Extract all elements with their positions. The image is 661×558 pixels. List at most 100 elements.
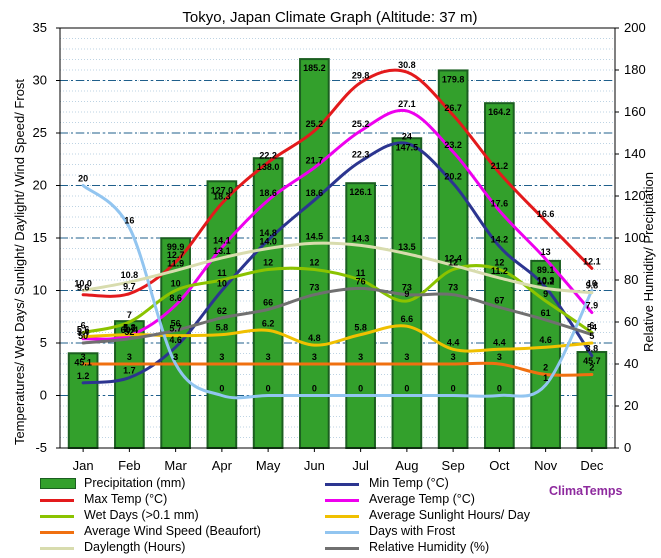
line-data-label: 24 (402, 132, 412, 142)
bar-data-label: 45.7 (583, 356, 601, 366)
y-axis-label-right: Relative Humidity/ Precipitation (641, 172, 656, 352)
bar-data-label: 89.1 (537, 265, 555, 275)
line-data-label: 5.7 (123, 324, 136, 334)
legend-label: Average Temp (°C) (369, 492, 475, 506)
line-data-label: 0 (404, 384, 409, 394)
bar-data-label: 127.0 (211, 185, 234, 195)
x-tick-label: Apr (212, 458, 233, 473)
x-tick-label: Mar (164, 458, 187, 473)
y-tick-label-right: 60 (624, 314, 638, 329)
line-data-label: 73 (309, 283, 319, 293)
line-data-label: 5.4 (77, 327, 90, 337)
x-tick-label: Jan (73, 458, 94, 473)
line-data-label: 67 (494, 295, 504, 305)
line-data-label: 14.0 (259, 237, 277, 247)
line-data-label: 27.1 (398, 99, 416, 109)
x-tick-label: Nov (534, 458, 558, 473)
legend-swatch-frost (325, 531, 359, 534)
line-data-label: 4.6 (539, 335, 552, 345)
line-data-label: 5.6 (77, 325, 90, 335)
y-tick-label-right: 160 (624, 104, 646, 119)
line-data-label: 22.2 (259, 150, 277, 160)
y-tick-label-right: 0 (624, 440, 631, 455)
line-data-label: 5.8 (123, 323, 136, 333)
line-data-label: 7 (127, 310, 132, 320)
line-data-label: 0 (266, 384, 271, 394)
line-data-label: 12 (263, 258, 273, 268)
bar-data-label: 138.0 (257, 162, 280, 172)
line-data-label: 11 (356, 268, 366, 278)
line-data-label: 3 (219, 352, 224, 362)
line-data-label: 0 (358, 384, 363, 394)
line-data-label: 76 (356, 276, 366, 286)
y-tick-label-left: 25 (33, 125, 47, 140)
line-data-label: 16.6 (537, 209, 555, 219)
line-data-label: 4.4 (493, 337, 506, 347)
legend-label: Wet Days (>0.1 mm) (84, 508, 199, 522)
y-tick-label-left: -5 (35, 440, 47, 455)
line-data-label: 14.8 (259, 228, 277, 238)
line-data-label: 11 (217, 268, 227, 278)
line-data-label: 12.4 (444, 253, 462, 263)
line-data-label: 10.0 (74, 279, 92, 289)
line-data-label: 5.8 (216, 323, 229, 333)
series-line-daylength-hours (81, 241, 594, 295)
legend-swatch-sunlight (325, 515, 359, 518)
y-tick-label-left: 0 (40, 388, 47, 403)
line-data-label: 2 (589, 363, 594, 373)
line-data-label: 23.2 (444, 140, 462, 150)
y-tick-label-left: 35 (33, 20, 47, 35)
line-data-label: 12.1 (583, 256, 601, 266)
line-data-label: 25.2 (352, 119, 370, 129)
line-data-label: 1 (543, 373, 548, 383)
line-data-label: 6 (81, 321, 86, 331)
line-data-label: 11.9 (167, 259, 184, 269)
legend-label: Average Sunlight Hours/ Day (369, 508, 530, 522)
line-data-label: 18.6 (259, 188, 277, 198)
line-data-label: 20.2 (444, 171, 462, 181)
y-tick-label-left: 15 (33, 230, 47, 245)
line-data-label: 6 (589, 321, 594, 331)
legend-swatch-precipitation (40, 478, 76, 489)
line-data-label: 9 (543, 289, 548, 299)
y-tick-label-right: 180 (624, 62, 646, 77)
y-axis-label-left: Temperatures/ Wet Days/ Sunlight/ Daylig… (12, 79, 27, 445)
line-data-label: 4.8 (308, 333, 321, 343)
legend-swatch-min-temp (325, 483, 359, 486)
line-data-label: 4.4 (447, 337, 460, 347)
series-line-average-temp-c (81, 108, 594, 341)
precip-bar (576, 351, 608, 449)
line-data-label: 56 (171, 318, 181, 328)
legend-swatch-wet-days (40, 515, 74, 518)
bar-data-label: 60.4 (121, 325, 139, 335)
line-data-label: 3.8 (586, 344, 599, 354)
line-data-label: 10.3 (537, 275, 555, 285)
legend-label: Average Wind Speed (Beaufort) (84, 524, 261, 538)
line-data-label: 6.6 (401, 314, 414, 324)
bar-data-label: 179.8 (442, 74, 465, 84)
line-data-label: 26.7 (444, 103, 462, 113)
x-tick-label: May (256, 458, 281, 473)
line-data-label: 3 (266, 352, 271, 362)
bar-data-label: 185.2 (303, 63, 326, 73)
line-data-label: 3 (358, 352, 363, 362)
line-data-label: 18.3 (213, 191, 231, 201)
series-line-days-with-frost (81, 184, 594, 400)
y-tick-label-right: 80 (624, 272, 638, 287)
legend-swatch-wind-speed (40, 531, 74, 534)
legend-label: Days with Frost (369, 524, 456, 538)
line-data-label: 11.2 (491, 266, 508, 276)
line-data-label: 9 (404, 289, 409, 299)
line-data-label: 14.1 (213, 235, 231, 245)
precip-bar (345, 182, 376, 449)
line-data-label: 50 (78, 331, 88, 341)
legend-swatch-humidity (325, 547, 359, 550)
line-data-label: 30.8 (398, 60, 416, 70)
legend-swatch-max-temp (40, 499, 74, 502)
precip-bar (67, 352, 99, 450)
bar-data-label: 45.1 (74, 357, 92, 367)
line-data-label: 73 (402, 283, 412, 293)
line-data-label: 3 (497, 352, 502, 362)
line-data-label: 20 (78, 174, 88, 184)
line-data-label: 10 (587, 279, 597, 289)
